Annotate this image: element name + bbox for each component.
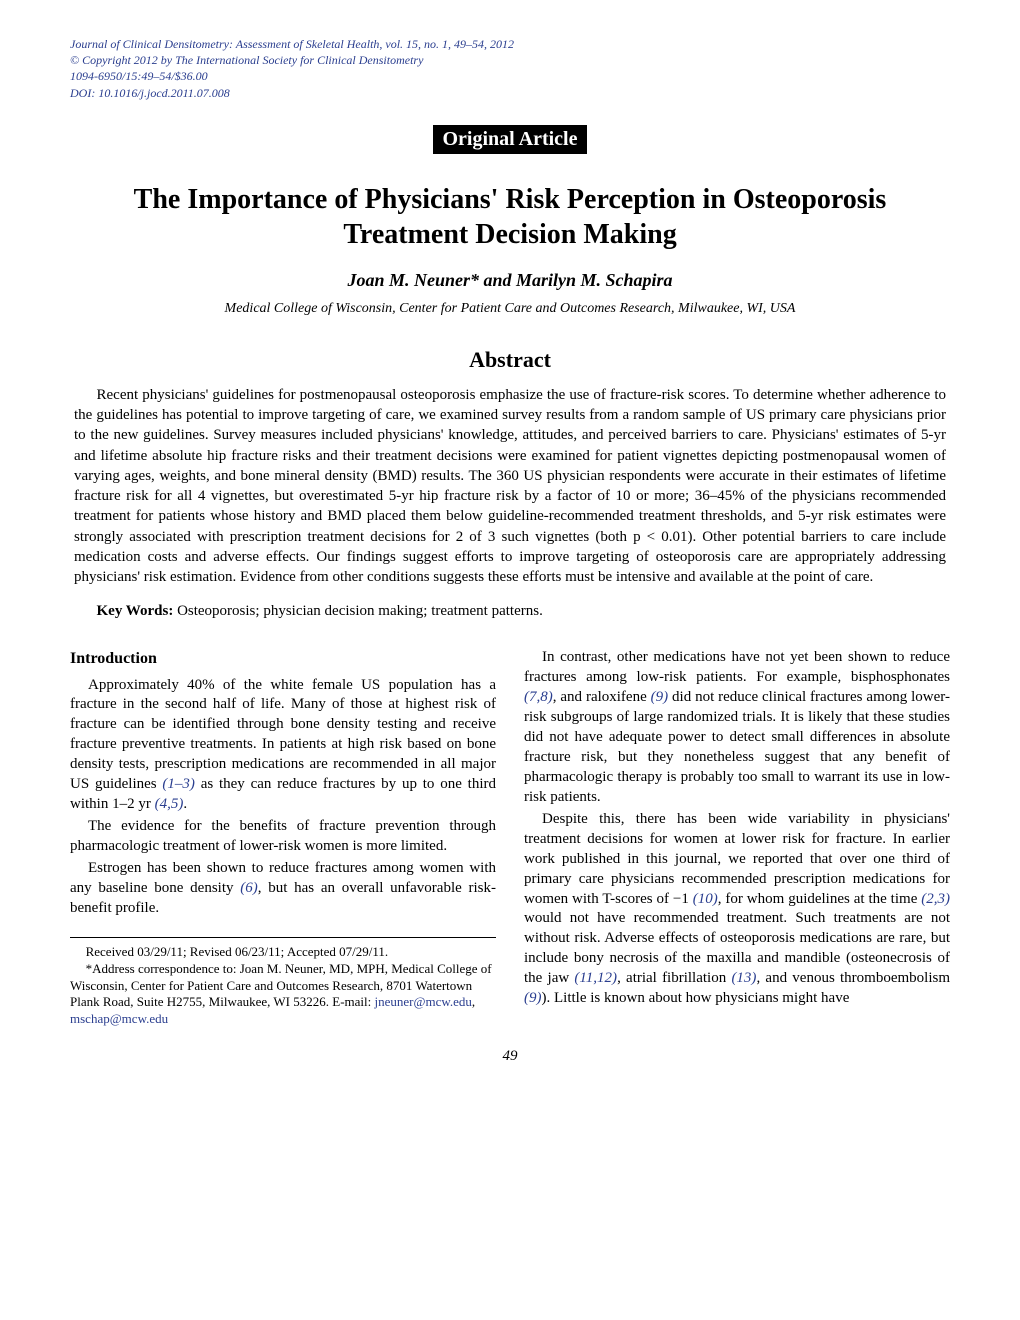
author-affiliation: Medical College of Wisconsin, Center for… — [70, 301, 950, 317]
keywords-text: Osteoporosis; physician decision making;… — [173, 603, 543, 619]
intro-para-2: The evidence for the benefits of fractur… — [70, 817, 496, 857]
copyright-line: © Copyright 2012 by The International So… — [70, 52, 950, 68]
body-columns: Introduction Approximately 40% of the wh… — [70, 648, 950, 1028]
right-para-2: Despite this, there has been wide variab… — [524, 810, 950, 1009]
intro-heading: Introduction — [70, 648, 496, 669]
intro-para-3: Estrogen has been shown to reduce fractu… — [70, 859, 496, 919]
cite-1-3[interactable]: (1–3) — [162, 776, 195, 792]
email-1[interactable]: jneuner@mcw.edu — [375, 994, 472, 1009]
email-2[interactable]: mschap@mcw.edu — [70, 1011, 168, 1026]
page-number: 49 — [70, 1048, 950, 1065]
journal-line: Journal of Clinical Densitometry: Assess… — [70, 36, 950, 52]
keywords-label: Key Words: — [97, 603, 174, 619]
keywords: Key Words: Osteoporosis; physician decis… — [74, 603, 946, 620]
cite-9[interactable]: (9) — [651, 689, 669, 705]
correspondence: *Address correspondence to: Joan M. Neun… — [70, 961, 496, 1029]
abstract-heading: Abstract — [70, 347, 950, 373]
issn-line: 1094-6950/15:49–54/$36.00 — [70, 68, 950, 84]
cite-9b[interactable]: (9) — [524, 990, 542, 1006]
cite-4-5[interactable]: (4,5) — [155, 796, 184, 812]
doi-link[interactable]: 10.1016/j.jocd.2011.07.008 — [98, 86, 229, 100]
cite-11-12[interactable]: (11,12) — [574, 970, 617, 986]
doi-line: DOI: 10.1016/j.jocd.2011.07.008 — [70, 85, 950, 101]
left-column: Introduction Approximately 40% of the wh… — [70, 648, 496, 1028]
intro-para-1: Approximately 40% of the white female US… — [70, 676, 496, 816]
right-para-1: In contrast, other medications have not … — [524, 648, 950, 808]
journal-header: Journal of Clinical Densitometry: Assess… — [70, 36, 950, 101]
author-list: Joan M. Neuner* and Marilyn M. Schapira — [70, 270, 950, 291]
doi-label: DOI: — [70, 86, 98, 100]
cite-13[interactable]: (13) — [731, 970, 756, 986]
article-category-badge: Original Article — [433, 125, 588, 154]
abstract-body: Recent physicians' guidelines for postme… — [74, 385, 946, 588]
cite-7-8[interactable]: (7,8) — [524, 689, 553, 705]
received-dates: Received 03/29/11; Revised 06/23/11; Acc… — [70, 944, 496, 961]
right-column: In contrast, other medications have not … — [524, 648, 950, 1028]
page: Journal of Clinical Densitometry: Assess… — [0, 0, 1020, 1097]
footnotes: Received 03/29/11; Revised 06/23/11; Acc… — [70, 937, 496, 1028]
cite-10[interactable]: (10) — [693, 891, 718, 907]
cite-2-3[interactable]: (2,3) — [921, 891, 950, 907]
cite-6[interactable]: (6) — [240, 880, 258, 896]
article-title: The Importance of Physicians' Risk Perce… — [90, 182, 930, 252]
